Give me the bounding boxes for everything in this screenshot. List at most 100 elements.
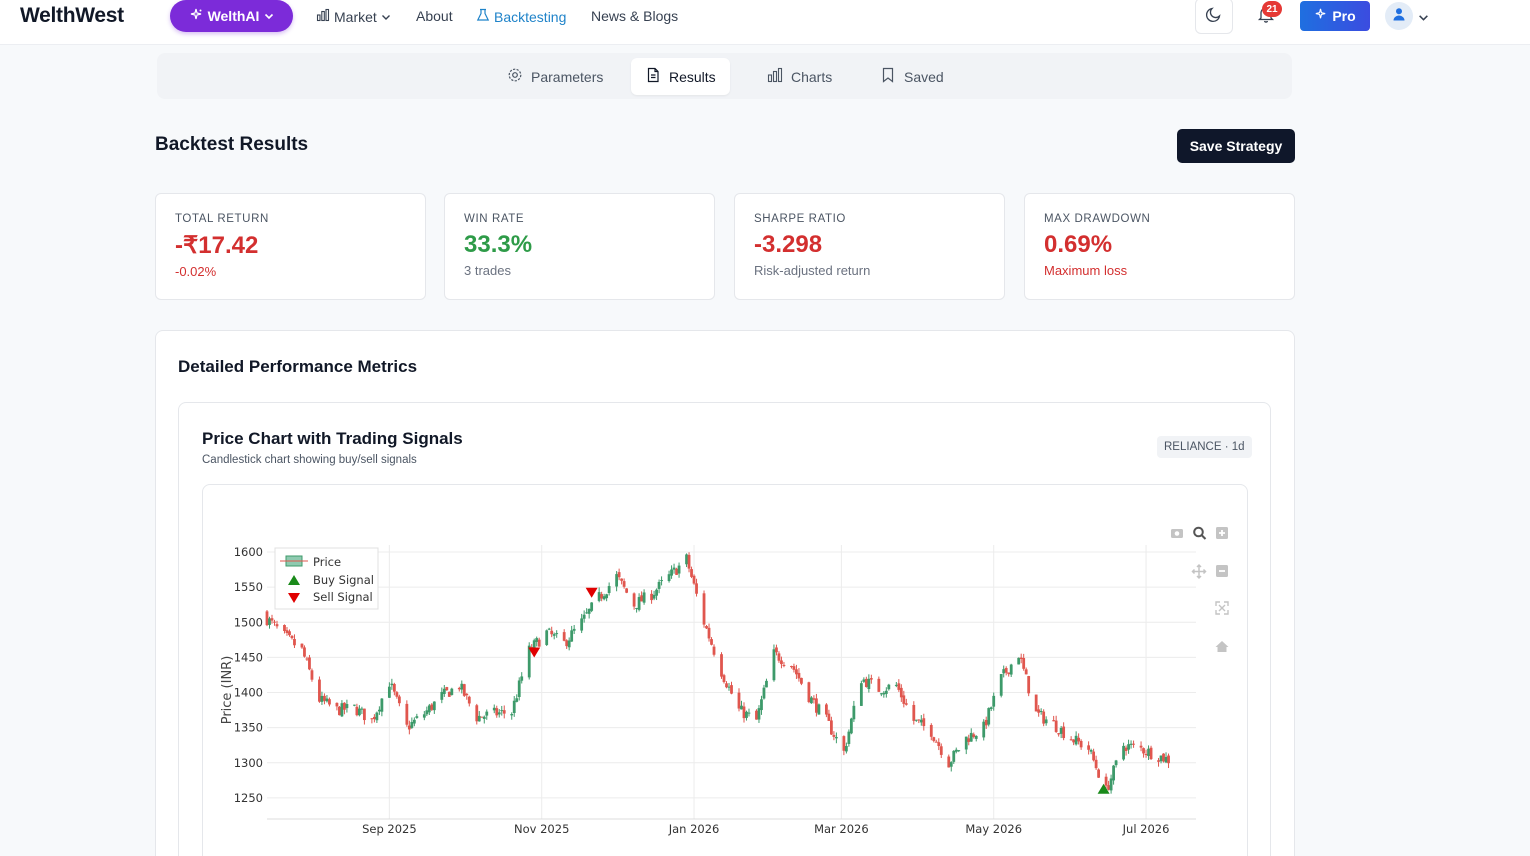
- autoscale-icon[interactable]: [1215, 601, 1229, 615]
- candlestick: [602, 593, 606, 601]
- metric-label: WIN RATE: [464, 213, 525, 225]
- top-nav: WelthWest WelthAI Market About Backtesti…: [0, 0, 1530, 45]
- welthai-button[interactable]: WelthAI: [170, 0, 293, 32]
- metric-value: -₹17.42: [175, 232, 259, 259]
- sell-signal-marker: [528, 647, 541, 658]
- candlestick: [817, 703, 821, 715]
- tab-parameters[interactable]: Parameters: [493, 58, 617, 95]
- metric-label: SHARPE RATIO: [754, 213, 846, 225]
- candlestick: [308, 654, 311, 671]
- chart-axes: 1250 1300 1350 1400 1450 1500 1550 1600 Sep 2025…: [220, 545, 1196, 836]
- camera-icon[interactable]: [1171, 529, 1183, 538]
- candlestick: [635, 607, 639, 613]
- user-avatar-button[interactable]: [1385, 2, 1413, 30]
- candlestick: [987, 707, 991, 727]
- candlestick: [755, 709, 758, 720]
- candlestick: [550, 626, 554, 638]
- candlestick: [810, 696, 813, 704]
- candlestick: [672, 563, 676, 574]
- candlestick: [605, 593, 609, 602]
- detailed-metrics-title: Detailed Performance Metrics: [178, 357, 418, 376]
- candlestick: [984, 716, 988, 729]
- candlestick: [457, 686, 461, 692]
- candlestick: [1107, 780, 1110, 791]
- candlestick: [1087, 741, 1091, 755]
- candlestick: [395, 690, 399, 699]
- pan-icon[interactable]: [1191, 563, 1207, 580]
- candlestick: [615, 571, 619, 592]
- candlestick: [345, 699, 349, 713]
- candlestick: [1122, 742, 1125, 761]
- chevron-down-icon[interactable]: [1418, 10, 1429, 28]
- candlestick: [917, 719, 921, 724]
- candlestick: [397, 694, 401, 707]
- candlestick: [545, 629, 549, 647]
- zoom-in-icon[interactable]: [1216, 527, 1228, 539]
- candlestick: [1004, 666, 1008, 676]
- candlestick: [572, 625, 576, 635]
- zoom-icon[interactable]: [1193, 526, 1207, 540]
- candlestick: [432, 701, 436, 714]
- pro-button[interactable]: Pro: [1300, 1, 1370, 31]
- candlestick: [340, 700, 344, 718]
- candlestick: [407, 720, 411, 735]
- candlestick: [650, 590, 653, 604]
- metric-value: -3.298: [754, 231, 823, 258]
- candlestick: [1092, 748, 1096, 762]
- candlestick: [642, 589, 646, 605]
- candlestick: [879, 693, 883, 697]
- bookmark-icon: [880, 67, 896, 86]
- candlestick: [343, 702, 346, 715]
- candlestick: [375, 711, 379, 724]
- candlestick: [318, 676, 321, 703]
- candlestick: [515, 694, 519, 703]
- brand-logo[interactable]: WelthWest: [20, 4, 124, 27]
- candlestick: [867, 674, 871, 693]
- candlestick: [685, 553, 688, 568]
- candlestick: [273, 619, 276, 626]
- candlestick: [1057, 732, 1061, 737]
- candlestick: [922, 713, 926, 731]
- candlestick: [1129, 740, 1133, 749]
- candlestick: [293, 634, 296, 649]
- candlestick: [405, 700, 409, 727]
- candlestick: [412, 717, 416, 727]
- candlestick: [660, 576, 663, 586]
- candlestick: [859, 680, 863, 706]
- chart-modebar: [1171, 526, 1229, 652]
- tab-charts[interactable]: Charts: [753, 58, 846, 95]
- home-icon[interactable]: [1215, 641, 1229, 652]
- results-tabbar: Parameters Results Charts Saved: [157, 53, 1292, 99]
- candlestick: [465, 693, 469, 700]
- nav-market[interactable]: Market: [316, 8, 391, 25]
- candlestick: [495, 705, 499, 718]
- candlestick: [480, 716, 484, 718]
- candlestick: [964, 736, 968, 755]
- nav-about[interactable]: About: [416, 8, 453, 24]
- y-tick-label: 1600: [234, 545, 263, 559]
- tab-saved[interactable]: Saved: [866, 58, 958, 95]
- x-tick-label: Jul 2026: [1122, 822, 1170, 836]
- nav-backtesting-label: Backtesting: [494, 8, 567, 25]
- candlestick: [1019, 653, 1023, 664]
- theme-toggle-button[interactable]: [1195, 0, 1233, 34]
- candlestick: [535, 636, 539, 647]
- nav-news-blogs[interactable]: News & Blogs: [591, 8, 678, 24]
- save-strategy-button[interactable]: Save Strategy: [1177, 129, 1295, 163]
- candlestick: [290, 635, 294, 640]
- candlestick: [877, 676, 881, 692]
- y-tick-label: 1400: [234, 686, 263, 700]
- legend-label: Price: [313, 555, 341, 569]
- candlestick: [989, 706, 993, 712]
- candlestick: [422, 711, 426, 721]
- candlestick: [1052, 715, 1056, 722]
- candlestick: [1002, 665, 1006, 678]
- nav-backtesting[interactable]: Backtesting: [476, 8, 566, 25]
- tab-saved-label: Saved: [904, 68, 944, 85]
- tab-results[interactable]: Results: [631, 58, 730, 95]
- zoom-out-icon[interactable]: [1216, 565, 1228, 577]
- candlestick: [270, 614, 274, 624]
- candlestick: [869, 674, 873, 684]
- candlestick: [812, 695, 816, 704]
